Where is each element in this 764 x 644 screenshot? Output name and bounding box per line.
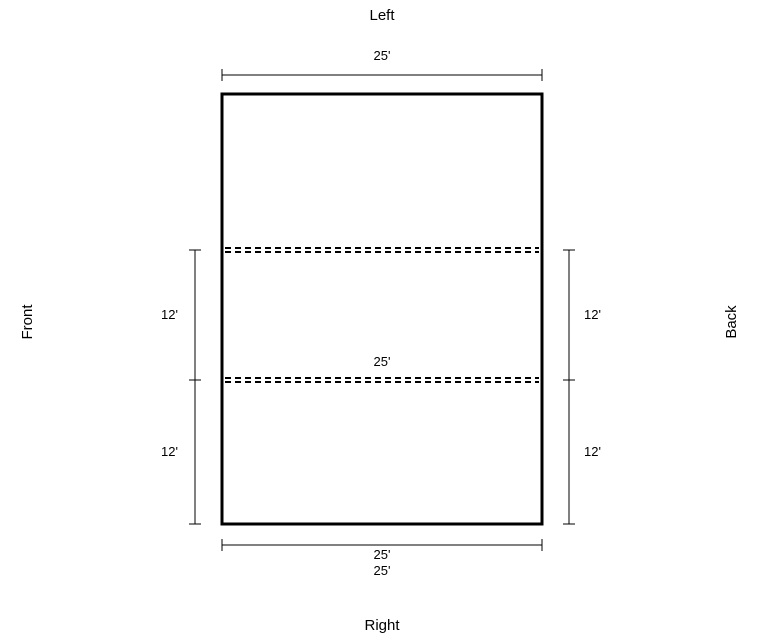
label-left: Front	[19, 304, 36, 340]
label-right: Back	[723, 305, 740, 339]
label-bottom: Right	[364, 617, 400, 634]
dim-right-upper-label: 12'	[584, 307, 601, 322]
outer-rectangle	[222, 94, 542, 524]
dim-bottom-outer-label: 25'	[374, 563, 391, 578]
floorplan-diagram: Left Right Front Back 25' 25' 25' 25' 12…	[0, 0, 764, 644]
dim-left-upper-label: 12'	[161, 307, 178, 322]
dim-right-lower-label: 12'	[584, 444, 601, 459]
dim-bottom-inner-label: 25'	[374, 547, 391, 562]
label-top: Left	[369, 7, 395, 24]
dim-top-label: 25'	[374, 48, 391, 63]
dim-left-lower-label: 12'	[161, 444, 178, 459]
dimension-lines	[189, 69, 575, 551]
dim-inner-25-label: 25'	[374, 354, 391, 369]
